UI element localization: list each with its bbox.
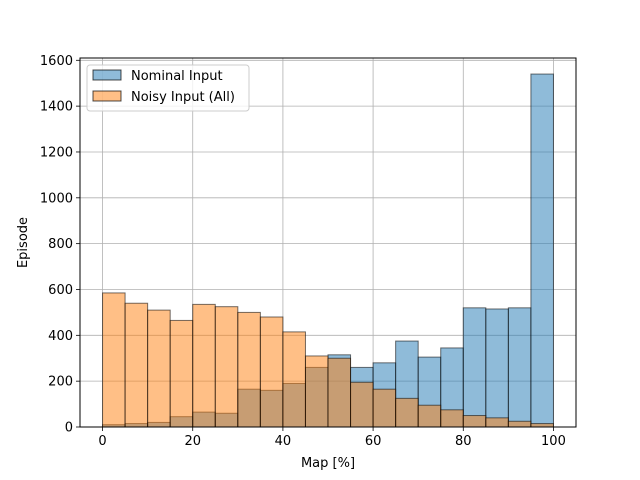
bar-noisy <box>485 417 509 428</box>
bar-noisy <box>102 292 126 428</box>
ticks-layer: 0 20 40 60 80 1000200400600800100012001400160… <box>40 54 566 449</box>
y-axis-label: Episode <box>16 217 31 268</box>
bar-nominal <box>485 308 509 428</box>
bar-nominal <box>462 307 487 428</box>
x-tick-label: 0 <box>98 434 106 449</box>
bar-noisy <box>327 357 352 428</box>
y-tick-label: 400 <box>48 329 73 344</box>
bar-noisy <box>147 309 171 428</box>
y-tick-label: 0 <box>65 421 73 436</box>
legend-swatch-nominal <box>92 69 122 81</box>
x-tick-label: 40 <box>275 434 292 449</box>
legend-swatch-noisy <box>92 90 122 102</box>
bar-noisy <box>304 355 329 428</box>
x-tick-label: 20 <box>184 434 201 449</box>
axes-frame <box>79 57 577 428</box>
legend-label-nominal: Nominal Input <box>131 69 223 84</box>
y-tick-label: 800 <box>48 237 73 252</box>
bar-noisy <box>507 420 532 428</box>
legend-label-noisy: Noisy Input (All) <box>131 90 235 105</box>
bar-noisy <box>395 397 419 428</box>
x-axis-label: Map [%] <box>301 456 355 471</box>
bar-noisy <box>169 319 194 428</box>
bar-noisy <box>440 409 464 428</box>
bar-noisy <box>237 311 261 428</box>
bar-noisy <box>192 303 216 428</box>
bar-noisy <box>417 404 442 428</box>
bar-noisy <box>462 415 487 428</box>
bar-noisy <box>350 381 374 428</box>
legend: Nominal Input Noisy Input (All) <box>86 64 250 112</box>
bar-noisy <box>259 316 284 428</box>
x-tick-label: 100 <box>541 434 566 449</box>
y-tick-label: 1200 <box>40 145 73 160</box>
bar-noisy <box>124 302 149 428</box>
legend-box <box>86 64 250 112</box>
y-tick-label: 600 <box>48 283 73 298</box>
bar-noisy <box>214 306 239 428</box>
y-tick-label: 1600 <box>40 54 73 69</box>
y-tick-label: 1000 <box>40 191 73 206</box>
x-tick-label: 80 <box>455 434 472 449</box>
bar-noisy <box>372 388 397 428</box>
bar-nominal <box>530 73 554 428</box>
y-tick-label: 1400 <box>40 100 73 115</box>
bar-noisy <box>282 331 306 428</box>
bar-nominal <box>507 307 532 428</box>
bars-layer <box>102 73 554 428</box>
x-tick-label: 60 <box>365 434 382 449</box>
y-tick-label: 200 <box>48 375 73 390</box>
bar-noisy <box>530 423 554 428</box>
